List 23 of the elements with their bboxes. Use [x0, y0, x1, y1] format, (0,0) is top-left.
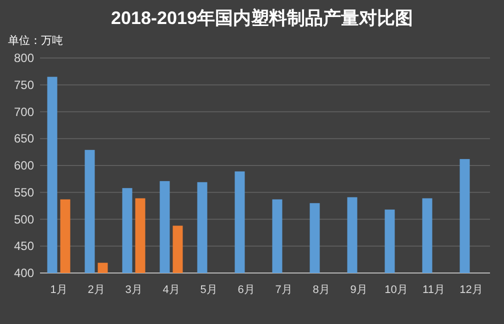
x-tick-label: 9月	[350, 284, 368, 296]
x-tick-label: 4月	[162, 284, 180, 296]
y-tick-label: 800	[14, 51, 34, 65]
x-tick-label: 10月	[384, 284, 408, 296]
y-tick-label: 700	[14, 104, 34, 119]
y-tick-label: 600	[14, 158, 34, 172]
x-tick-label: 12月	[460, 284, 483, 296]
y-tick-label: 500	[14, 212, 34, 226]
y-tick-label: 400	[14, 266, 34, 280]
x-tick-label: 11月	[422, 284, 445, 296]
x-tick-label: 8月	[312, 284, 330, 296]
y-axis-title: 单位：万吨	[8, 34, 63, 47]
y-tick-label: 450	[14, 239, 34, 254]
x-tick-label: 7月	[275, 284, 292, 296]
x-tick-label: 3月	[125, 284, 142, 296]
y-tick-label: 750	[14, 78, 34, 92]
x-tick-label: 6月	[238, 284, 255, 296]
y-tick-label: 650	[14, 132, 34, 146]
x-tick-label: 2月	[88, 284, 105, 296]
chart-title: 2018-2019年国内塑料制品产量对比图	[110, 8, 414, 28]
y-tick-label: 550	[14, 185, 34, 200]
x-tick-label: 1月	[50, 284, 68, 296]
x-tick-label: 5月	[200, 284, 218, 296]
